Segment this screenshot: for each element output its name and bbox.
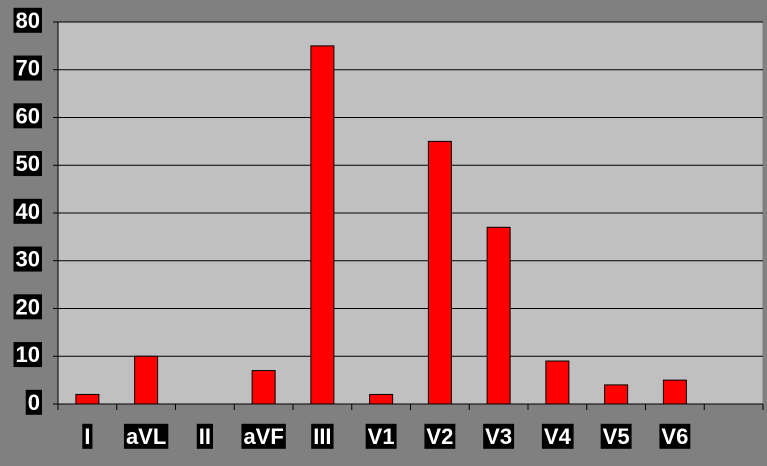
bar — [486, 226, 511, 405]
bar — [251, 370, 276, 405]
x-tick-label: III — [313, 424, 331, 449]
bar — [427, 140, 452, 405]
y-tick-label: 20 — [16, 294, 40, 319]
bar — [310, 45, 335, 405]
x-tick-label-box — [196, 423, 213, 449]
x-tick-label-box — [311, 423, 334, 449]
y-tick-label-box — [13, 55, 42, 81]
x-tick-label-box — [424, 423, 456, 449]
bar — [662, 379, 687, 405]
y-tick-label-box — [13, 294, 42, 320]
x-tick-label-box — [241, 423, 286, 449]
x-tick-label: aVL — [126, 424, 166, 449]
x-tick-label: V2 — [426, 424, 453, 449]
bar — [545, 360, 570, 405]
y-tick-label-box — [13, 7, 42, 33]
x-tick-label: V4 — [544, 424, 572, 449]
y-tick-label-box — [13, 103, 42, 129]
x-tick-label: II — [199, 424, 211, 449]
x-tick-label-box — [365, 423, 397, 449]
x-tick-label-box — [483, 423, 515, 449]
y-tick-label: 30 — [16, 247, 40, 272]
y-tick-label-box — [13, 151, 42, 177]
y-tick-label-box — [13, 342, 42, 368]
y-tick-label: 60 — [16, 103, 40, 128]
y-tick-label-box — [13, 246, 42, 272]
x-tick-label: I — [84, 424, 90, 449]
y-tick-label: 10 — [16, 342, 40, 367]
x-tick-label-box — [82, 423, 93, 449]
y-tick-label-box — [25, 389, 42, 415]
y-tick-label: 0 — [28, 390, 40, 415]
bar — [604, 384, 629, 405]
x-tick-label: aVF — [243, 424, 283, 449]
y-tick-label-box — [13, 198, 42, 224]
bar — [75, 393, 100, 405]
y-tick-label: 40 — [16, 199, 40, 224]
bar — [134, 355, 159, 405]
x-tick-label-box — [600, 423, 632, 449]
y-tick-label: 70 — [16, 56, 40, 81]
x-tick-label-box — [123, 423, 169, 449]
y-tick-label: 50 — [16, 151, 40, 176]
x-tick-label: V5 — [603, 424, 630, 449]
x-tick-label-box — [541, 423, 574, 449]
bar — [369, 393, 394, 405]
x-tick-label: V6 — [661, 424, 688, 449]
y-tick-label: 80 — [16, 8, 40, 33]
x-tick-label: V1 — [368, 424, 395, 449]
x-tick-label-box — [659, 423, 691, 449]
x-tick-label: V3 — [485, 424, 512, 449]
